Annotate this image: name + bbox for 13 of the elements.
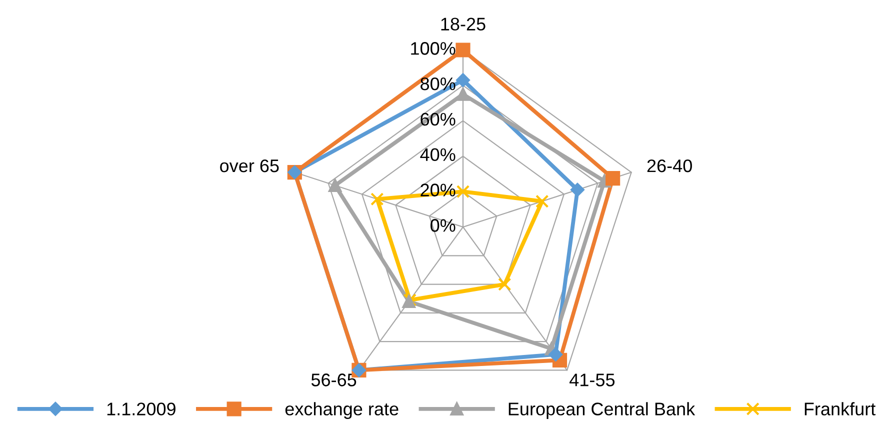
- spoke-label: over 65: [220, 159, 279, 172]
- legend-label: exchange rate: [285, 402, 398, 419]
- legend-label: European Central Bank: [508, 402, 696, 419]
- spoke-label: 26-40: [647, 159, 692, 172]
- spoke-label: 18-25: [441, 18, 486, 30]
- spoke-label: 56-65: [311, 374, 356, 386]
- spoke-label: 41-55: [570, 374, 615, 386]
- y-tick-label: 60%: [420, 112, 456, 126]
- y-tick-label: 100%: [411, 42, 456, 55]
- legend-label: 1.1.2009: [107, 402, 176, 416]
- legend-label: Frankfurt: [804, 402, 876, 416]
- y-tick-label: 0%: [430, 219, 456, 232]
- y-tick-label: 40%: [420, 148, 456, 162]
